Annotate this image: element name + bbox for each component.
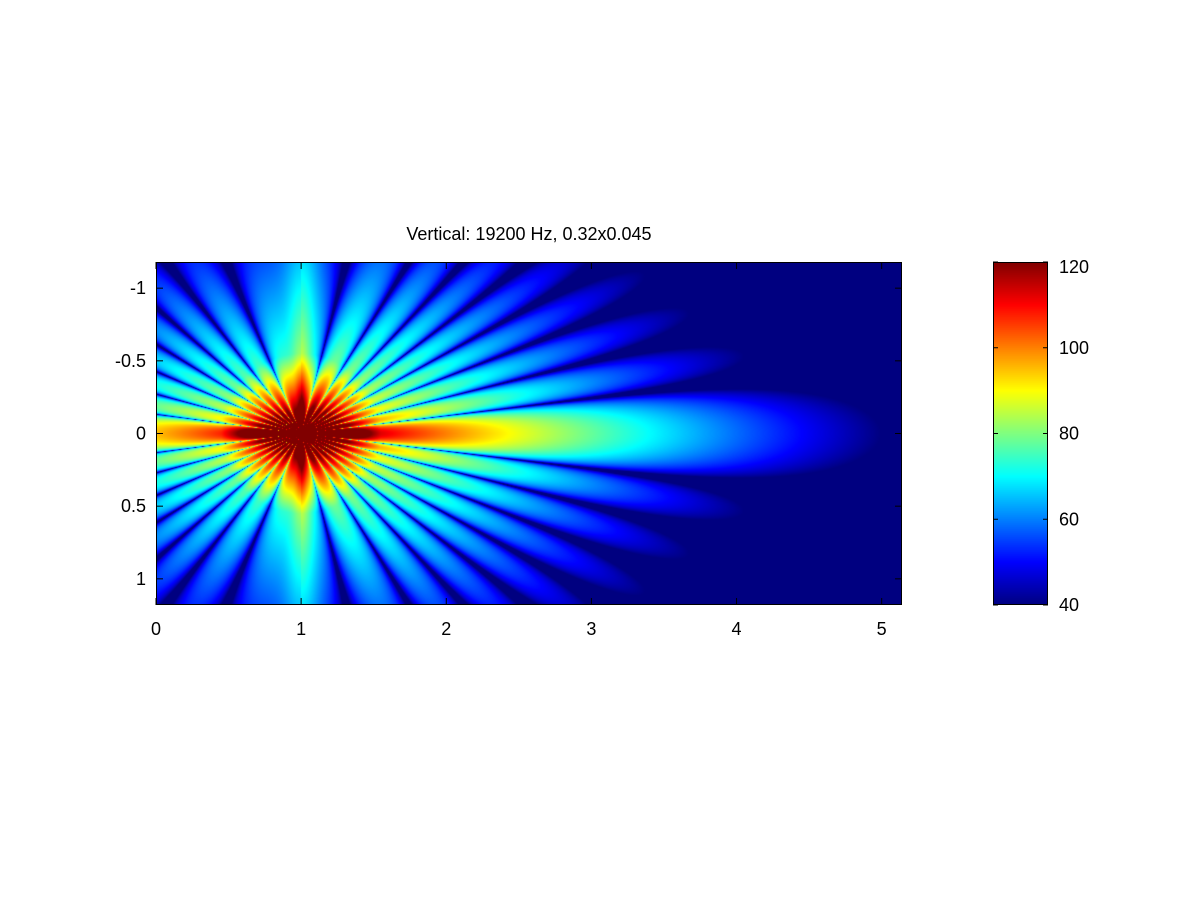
y-tick-label: 1 xyxy=(136,569,146,589)
heatmap-image xyxy=(156,262,902,605)
y-tick-label: -1 xyxy=(130,278,146,298)
chart-title: Vertical: 19200 Hz, 0.32x0.045 xyxy=(406,224,652,244)
colorbar-tick-label: 120 xyxy=(1059,257,1089,277)
colorbar-tick-label: 100 xyxy=(1059,338,1089,358)
axes-frame xyxy=(156,262,902,605)
x-tick-label: 5 xyxy=(877,619,887,639)
y-tick-label: 0 xyxy=(136,424,146,444)
y-tick-label: 0.5 xyxy=(121,496,146,516)
x-tick-label: 4 xyxy=(732,619,742,639)
colorbar-tick-label: 40 xyxy=(1059,595,1079,615)
x-tick-label: 1 xyxy=(296,619,306,639)
colorbar-tick-label: 80 xyxy=(1059,424,1079,444)
y-tick-label: -0.5 xyxy=(115,351,146,371)
colorbar-gradient xyxy=(993,262,1048,605)
colorbar-tick-label: 60 xyxy=(1059,509,1079,529)
colorbar-frame xyxy=(993,262,1048,605)
x-tick-label: 3 xyxy=(586,619,596,639)
x-tick-label: 0 xyxy=(151,619,161,639)
x-tick-label: 2 xyxy=(441,619,451,639)
